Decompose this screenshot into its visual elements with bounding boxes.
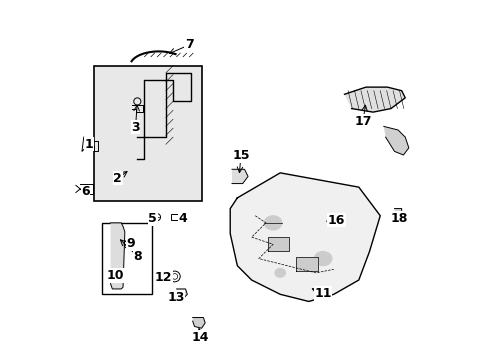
Text: 5: 5	[148, 212, 157, 225]
Text: 1: 1	[84, 138, 93, 151]
Text: 11: 11	[314, 287, 331, 300]
Bar	[296, 257, 317, 271]
Text: 8: 8	[133, 250, 142, 263]
Text: 3: 3	[131, 121, 140, 134]
Text: 15: 15	[232, 149, 249, 162]
Bar	[267, 237, 288, 251]
Ellipse shape	[264, 216, 282, 230]
Polygon shape	[176, 289, 187, 298]
Text: 13: 13	[167, 291, 184, 304]
Text: 14: 14	[191, 331, 208, 344]
Bar	[171, 214, 180, 220]
Text: 9: 9	[126, 237, 135, 250]
Text: 16: 16	[327, 213, 345, 226]
FancyBboxPatch shape	[102, 223, 151, 294]
Polygon shape	[344, 87, 405, 112]
Text: 4: 4	[178, 212, 187, 225]
Text: 10: 10	[106, 269, 123, 282]
Text: 6: 6	[81, 185, 90, 198]
Polygon shape	[230, 173, 380, 301]
Ellipse shape	[274, 269, 285, 277]
Polygon shape	[110, 223, 124, 289]
Ellipse shape	[313, 251, 331, 266]
Text: 7: 7	[184, 39, 193, 51]
Polygon shape	[231, 169, 247, 184]
Polygon shape	[383, 126, 408, 155]
Polygon shape	[394, 208, 401, 217]
Polygon shape	[192, 318, 205, 328]
Text: 12: 12	[154, 271, 172, 284]
Text: 18: 18	[389, 212, 407, 225]
Text: 17: 17	[354, 114, 371, 127]
Text: 2: 2	[113, 172, 122, 185]
FancyBboxPatch shape	[94, 66, 201, 202]
